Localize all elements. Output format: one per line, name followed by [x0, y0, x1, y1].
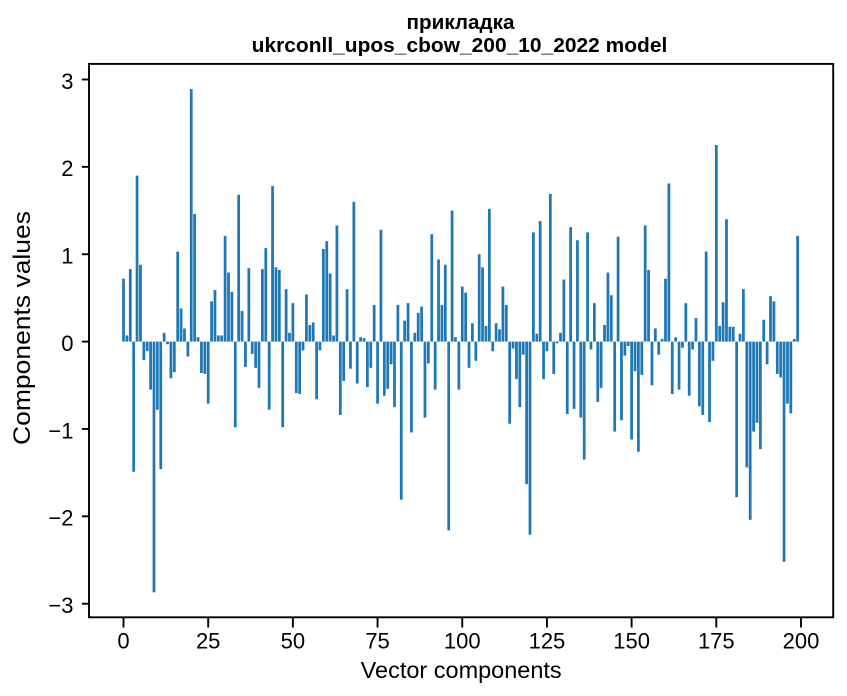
svg-text:−3: −3: [48, 593, 73, 618]
svg-text:200: 200: [783, 629, 820, 654]
svg-text:100: 100: [444, 629, 481, 654]
svg-text:ukrconll_upos_cbow_200_10_2022: ukrconll_upos_cbow_200_10_2022 model: [252, 34, 668, 57]
svg-text:прикладка: прикладка: [407, 11, 516, 34]
svg-text:−1: −1: [48, 418, 73, 443]
svg-text:1: 1: [61, 244, 73, 269]
svg-text:0: 0: [61, 331, 73, 356]
svg-text:25: 25: [196, 629, 220, 654]
svg-text:Vector components: Vector components: [361, 657, 562, 683]
svg-text:Components values: Components values: [9, 211, 36, 445]
svg-text:175: 175: [698, 629, 735, 654]
svg-text:0: 0: [117, 629, 129, 654]
svg-text:2: 2: [61, 156, 73, 181]
svg-text:75: 75: [365, 629, 389, 654]
svg-text:50: 50: [281, 629, 305, 654]
svg-text:3: 3: [61, 69, 73, 94]
svg-text:150: 150: [613, 629, 650, 654]
svg-text:125: 125: [529, 629, 566, 654]
svg-text:−2: −2: [48, 506, 73, 531]
